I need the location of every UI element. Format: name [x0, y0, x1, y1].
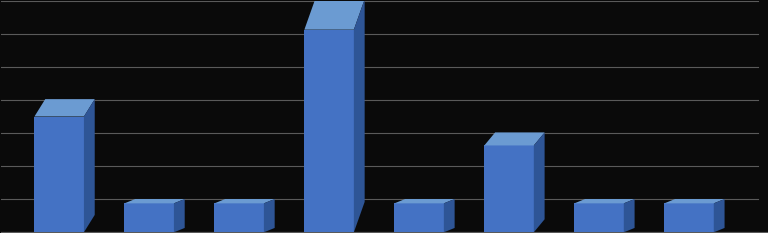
Polygon shape — [394, 203, 444, 232]
Polygon shape — [84, 99, 94, 232]
Polygon shape — [124, 203, 174, 232]
Polygon shape — [174, 199, 184, 232]
Polygon shape — [624, 199, 634, 232]
Polygon shape — [264, 199, 275, 232]
Polygon shape — [485, 145, 534, 232]
Polygon shape — [574, 203, 624, 232]
Polygon shape — [35, 99, 94, 116]
Polygon shape — [574, 199, 634, 203]
Polygon shape — [394, 199, 455, 203]
Polygon shape — [664, 203, 713, 232]
Polygon shape — [214, 199, 275, 203]
Polygon shape — [713, 199, 724, 232]
Polygon shape — [35, 116, 84, 232]
Polygon shape — [124, 199, 184, 203]
Polygon shape — [534, 132, 545, 232]
Polygon shape — [214, 203, 264, 232]
Polygon shape — [444, 199, 455, 232]
Polygon shape — [304, 0, 365, 30]
Polygon shape — [664, 199, 724, 203]
Polygon shape — [485, 132, 545, 145]
Polygon shape — [354, 0, 365, 232]
Polygon shape — [304, 30, 354, 232]
